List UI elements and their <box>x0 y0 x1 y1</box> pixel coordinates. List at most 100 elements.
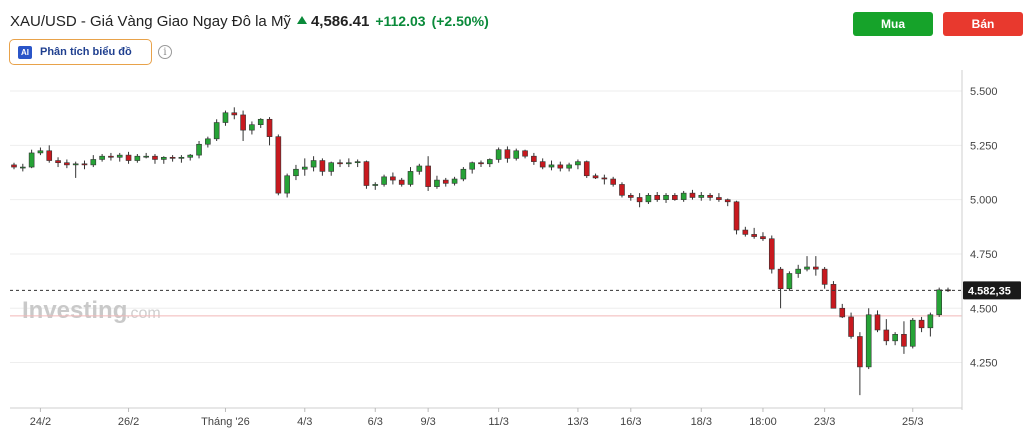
candle-body <box>205 138 211 145</box>
candle <box>548 160 555 171</box>
candle <box>672 193 678 201</box>
candle-body <box>275 136 282 194</box>
candle-body <box>442 179 449 184</box>
candle-body <box>337 162 343 165</box>
watermark-brand: Investing <box>22 297 127 324</box>
candle-body <box>37 150 44 154</box>
ai-chart-analysis-button[interactable]: AI Phân tích biểu đồ <box>9 39 152 65</box>
candle <box>777 266 784 309</box>
candle-body <box>777 268 784 290</box>
candle <box>231 107 238 120</box>
candle-body <box>28 152 35 168</box>
candle <box>187 154 194 161</box>
candle-body <box>680 192 687 200</box>
last-price: 4,586.41 <box>310 12 370 30</box>
candle <box>627 193 634 201</box>
y-tick-label: 5.250 <box>970 140 998 152</box>
x-tick-label: 18/3 <box>691 416 712 428</box>
candle-body <box>874 314 881 331</box>
candle-body <box>125 154 132 161</box>
candle-body <box>416 165 423 172</box>
candle <box>363 160 370 189</box>
grid-lines <box>10 90 962 364</box>
candle-body <box>795 268 802 274</box>
x-tick-label: 26/2 <box>118 416 139 428</box>
candle <box>654 192 661 202</box>
candle <box>804 256 810 272</box>
candle <box>249 121 255 135</box>
candle-body <box>301 166 308 170</box>
candle <box>81 160 88 170</box>
candle-body <box>460 168 467 180</box>
candle <box>751 227 757 239</box>
candle <box>522 149 528 159</box>
candles <box>11 107 951 396</box>
ai-icon: AI <box>18 45 32 59</box>
candle <box>495 147 502 163</box>
candle <box>892 332 898 346</box>
candle-body <box>813 266 819 270</box>
candle-body <box>909 319 916 347</box>
candle-body <box>64 162 70 166</box>
candle-body <box>495 149 502 160</box>
candle-body <box>381 176 387 185</box>
candle-body <box>20 166 26 169</box>
candle-body <box>346 162 352 165</box>
candle <box>160 156 167 164</box>
candle-body <box>751 234 757 237</box>
candle <box>152 154 158 164</box>
candle-body <box>716 197 722 200</box>
candle-body <box>619 184 625 196</box>
candle-body <box>592 175 599 179</box>
info-icon[interactable]: i <box>158 45 172 59</box>
candle <box>610 176 616 187</box>
buy-button[interactable]: Mua <box>853 12 933 36</box>
candle-body <box>865 314 872 368</box>
candle <box>407 167 414 187</box>
x-tick-label: 13/3 <box>567 416 588 428</box>
candle-body <box>601 177 608 180</box>
candle <box>293 164 299 181</box>
candle <box>557 161 564 172</box>
candle <box>821 266 828 289</box>
price-chart[interactable]: Investing .com 5.500 5.250 5.000 4.750 4.500… <box>0 70 1034 440</box>
candle <box>108 152 114 161</box>
candle-body <box>425 165 431 187</box>
candle-body <box>222 112 229 123</box>
candle-body <box>857 336 863 368</box>
instrument-title: XAU/USD - Giá Vàng Giao Ngay Đô la Mỹ <box>10 12 291 30</box>
candle <box>883 319 890 346</box>
sell-button[interactable]: Bán <box>943 12 1023 36</box>
candle-body <box>522 150 528 157</box>
candle-body <box>319 160 326 172</box>
candle <box>11 162 17 170</box>
candle <box>451 176 458 186</box>
candle-body <box>636 197 643 203</box>
investing-watermark: Investing .com <box>22 297 161 324</box>
candle-body <box>883 329 890 342</box>
candle <box>760 232 766 241</box>
candle-body <box>169 156 176 159</box>
candle-body <box>372 184 379 186</box>
candle-body <box>310 160 317 168</box>
candle <box>768 235 775 274</box>
candle-body <box>293 168 299 177</box>
candle <box>663 193 669 203</box>
candle <box>689 189 696 200</box>
candle <box>487 158 493 168</box>
candle-body <box>72 163 79 166</box>
candle <box>46 145 53 163</box>
candle-body <box>583 161 590 177</box>
candle <box>240 110 246 141</box>
candle-body <box>354 161 361 164</box>
x-tick-label: 6/3 <box>368 416 383 428</box>
candle <box>425 156 431 191</box>
y-tick-label: 4.500 <box>970 303 998 315</box>
y-tick-label: 5.500 <box>970 86 998 98</box>
candle-body <box>539 161 546 168</box>
candle-body <box>742 229 749 235</box>
candle <box>398 177 405 187</box>
candle <box>72 161 79 178</box>
candle <box>134 154 141 163</box>
candle-body <box>513 150 520 159</box>
